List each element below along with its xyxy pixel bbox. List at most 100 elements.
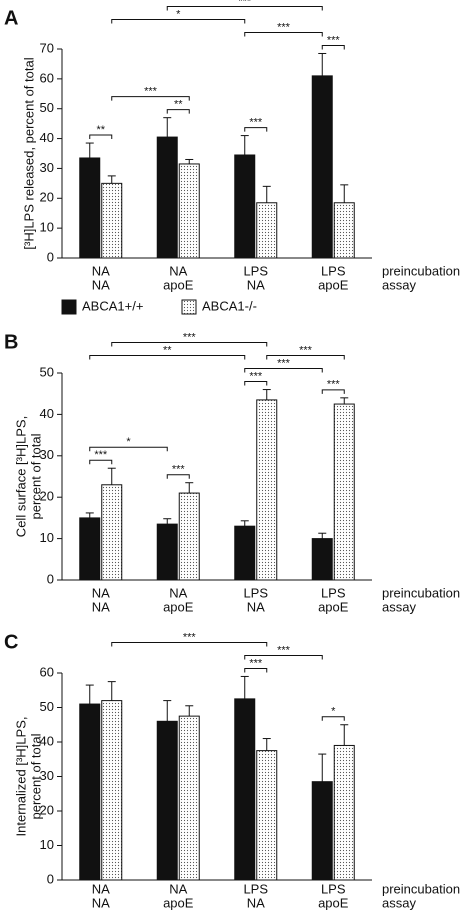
significance-bracket (89, 446, 168, 452)
significance-label: *** (249, 657, 263, 669)
y-tick-label: 60 (40, 664, 54, 679)
significance-bracket (166, 5, 323, 11)
significance-bracket (244, 127, 268, 132)
y-tick-label: 0 (47, 871, 54, 886)
significance-bracket (111, 641, 268, 647)
significance-label: *** (249, 370, 263, 382)
significance-bracket (111, 342, 268, 347)
significance-label: *** (183, 331, 197, 343)
significance-label: *** (144, 86, 158, 98)
significance-label: *** (277, 357, 291, 369)
y-axis-label: percent of total (28, 733, 43, 819)
y-tick-label: 40 (40, 406, 54, 421)
y-tick-label: 40 (40, 130, 54, 145)
y-tick-label: 60 (40, 70, 54, 85)
significance-label: *** (172, 464, 186, 476)
bar (178, 492, 200, 581)
x-tick-label: NA (92, 277, 110, 292)
x-tick-label: NA (92, 895, 110, 910)
x-tick-label: NA (92, 263, 110, 278)
bar (101, 700, 123, 881)
row-label: preincubation (382, 585, 460, 600)
significance-bracket (166, 474, 190, 479)
x-tick-label: apoE (163, 599, 194, 614)
x-tick-label: NA (92, 599, 110, 614)
y-tick-label: 10 (40, 837, 54, 852)
bar (234, 154, 256, 259)
x-tick-label: apoE (318, 895, 349, 910)
panel-letter: C (4, 631, 18, 653)
x-tick-label: NA (92, 881, 110, 896)
bar (79, 157, 101, 259)
row-label: preincubation (382, 881, 460, 896)
bar (156, 136, 178, 259)
significance-label: *** (299, 344, 313, 356)
legend-swatch (181, 299, 197, 315)
significance-label: *** (277, 21, 291, 33)
significance-bracket (89, 459, 113, 465)
bar (256, 202, 278, 259)
bar (178, 163, 200, 259)
panel-letter: B (4, 331, 18, 353)
panel-letter: A (4, 7, 18, 29)
legend-swatch (61, 299, 77, 315)
row-label: assay (382, 895, 416, 910)
x-tick-label: NA (247, 895, 265, 910)
legend-label: ABCA1+/+ (82, 298, 143, 313)
y-tick-label: 70 (40, 40, 54, 55)
significance-label: * (331, 706, 336, 718)
bar (101, 182, 123, 259)
y-tick-label: 10 (40, 530, 54, 545)
bar (101, 484, 123, 581)
significance-bracket (266, 355, 345, 360)
y-axis-label: Internalized [³H]LPS, (13, 717, 28, 837)
significance-label: * (126, 436, 131, 448)
y-tick-label: 30 (40, 160, 54, 175)
significance-bracket (321, 716, 345, 721)
significance-label: *** (238, 0, 252, 7)
significance-label: ** (174, 99, 183, 111)
y-tick-label: 20 (40, 190, 54, 205)
y-axis-label: [³H]LPS released, percent of total (21, 57, 36, 249)
significance-bracket (166, 109, 190, 114)
x-tick-label: apoE (318, 599, 349, 614)
bar (333, 202, 355, 259)
x-tick-label: NA (92, 585, 110, 600)
significance-bracket (244, 368, 323, 373)
bar (79, 517, 101, 581)
y-tick-label: 10 (40, 220, 54, 235)
row-label: assay (382, 599, 416, 614)
significance-bracket (111, 18, 246, 24)
y-tick-label: 50 (40, 699, 54, 714)
significance-label: *** (277, 644, 291, 656)
x-tick-label: LPS (321, 263, 346, 278)
significance-bracket (89, 355, 246, 360)
y-tick-label: 20 (40, 489, 54, 504)
x-tick-label: apoE (163, 277, 194, 292)
significance-bracket (244, 381, 268, 386)
significance-label: *** (183, 631, 197, 643)
bar (311, 75, 333, 259)
x-tick-label: LPS (243, 585, 268, 600)
x-tick-label: LPS (243, 881, 268, 896)
y-tick-label: 50 (40, 100, 54, 115)
bar (156, 523, 178, 581)
x-tick-label: apoE (318, 277, 349, 292)
bar (234, 698, 256, 881)
y-tick-label: 20 (40, 802, 54, 817)
y-tick-label: 40 (40, 733, 54, 748)
row-label: preincubation (382, 263, 460, 278)
significance-label: *** (327, 379, 341, 391)
y-tick-label: 0 (47, 249, 54, 264)
significance-bracket (244, 654, 323, 660)
bar (333, 403, 355, 581)
y-axis-label: percent of total (28, 433, 43, 519)
x-tick-label: NA (169, 585, 187, 600)
y-tick-label: 30 (40, 447, 54, 462)
bar (79, 703, 101, 881)
bar (156, 720, 178, 881)
significance-label: *** (94, 449, 108, 461)
significance-bracket (321, 389, 345, 394)
y-tick-label: 50 (40, 364, 54, 379)
